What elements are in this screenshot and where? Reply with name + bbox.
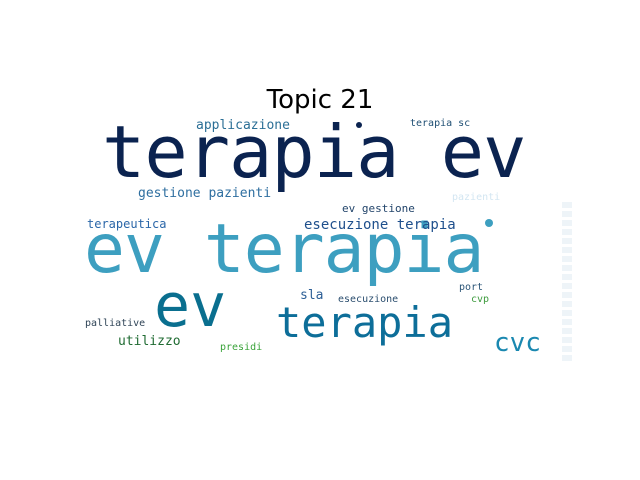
word-utilizzo: utilizzo bbox=[118, 334, 181, 349]
word-esecuzione: esecuzione bbox=[338, 294, 399, 305]
word-gestione-pazienti: gestione pazienti bbox=[138, 186, 272, 201]
word-terapia: terapia bbox=[276, 298, 454, 347]
word-cvc: cvc bbox=[494, 328, 541, 358]
word-esecuzione-terapia: esecuzione terapia bbox=[304, 217, 456, 233]
word-presidi: presidi bbox=[220, 342, 263, 353]
word-port: port bbox=[459, 282, 484, 293]
chart-title: Topic 21 bbox=[266, 85, 374, 115]
word-applicazione: applicazione bbox=[196, 118, 290, 133]
word-ev-gestione: ev gestione bbox=[342, 202, 415, 215]
word-pazienti: pazienti bbox=[452, 192, 501, 203]
word-terapia-ev: terapia ev bbox=[102, 110, 526, 194]
word-terapia-sc: terapia sc bbox=[410, 118, 471, 129]
dot-marker-2 bbox=[485, 219, 493, 227]
word-ev-terapia: ev terapia bbox=[84, 210, 484, 289]
word-ev: ev bbox=[154, 271, 227, 341]
word-cvp: cvp bbox=[471, 294, 490, 305]
word-terapeutica: terapeutica bbox=[87, 217, 167, 231]
dot-marker-1 bbox=[356, 122, 362, 128]
word-palliative: palliative bbox=[85, 318, 146, 329]
faint-vertical-words bbox=[562, 202, 572, 362]
word-sla: sla bbox=[300, 288, 324, 303]
word-cloud: terapia ev ev terapia ev terapia cvc app… bbox=[80, 110, 572, 364]
